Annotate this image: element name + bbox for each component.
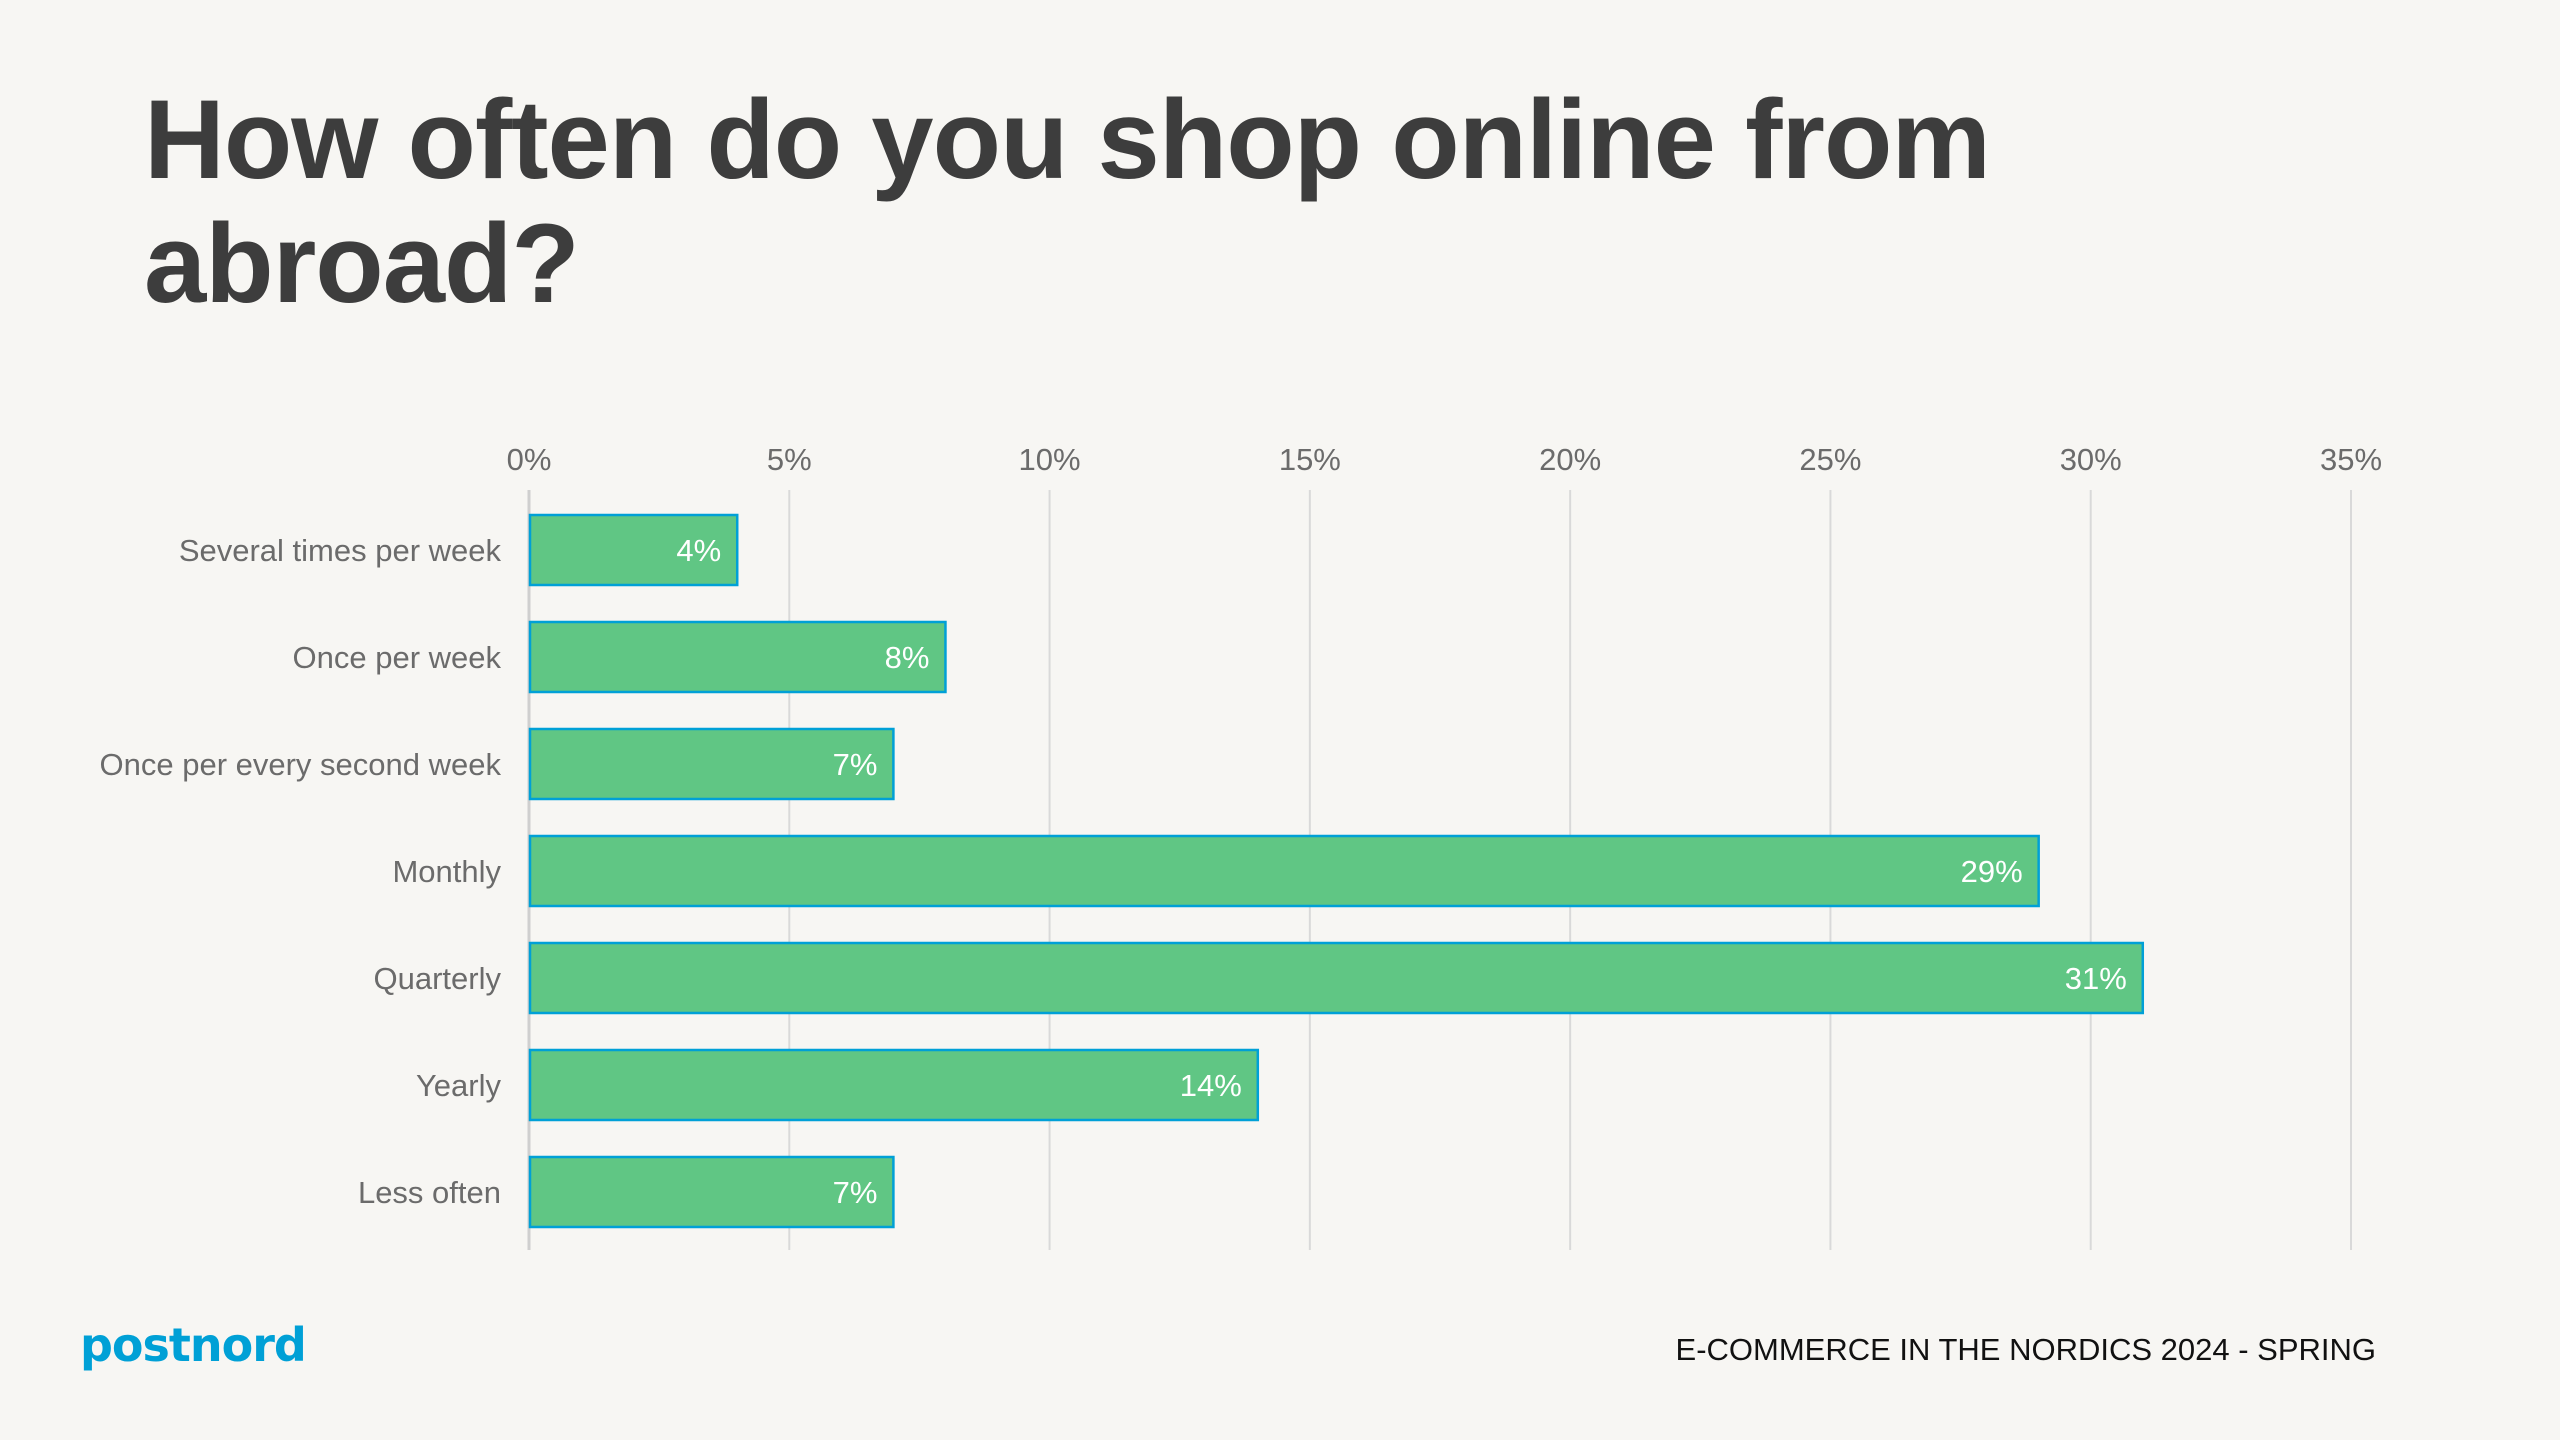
footer-text: E-COMMERCE IN THE NORDICS 2024 - SPRING: [1675, 1332, 2376, 1367]
x-tick-label: 30%: [2060, 442, 2122, 477]
bar: [528, 941, 2145, 1015]
postnord-logo: postnord: [80, 1318, 307, 1372]
data-label: 7%: [833, 747, 878, 782]
x-tick-label: 0%: [507, 442, 552, 477]
x-tick-label: 15%: [1279, 442, 1341, 477]
data-label: 29%: [1961, 854, 2023, 889]
x-tick-label: 35%: [2320, 442, 2382, 477]
category-label: Once per week: [293, 640, 502, 675]
category-label: Monthly: [392, 854, 501, 889]
data-label: 14%: [1180, 1068, 1242, 1103]
category-label: Yearly: [416, 1068, 502, 1103]
x-tick-label: 5%: [767, 442, 812, 477]
data-label: 4%: [676, 533, 721, 568]
category-label: Less often: [358, 1175, 501, 1210]
x-tick-label: 10%: [1019, 442, 1081, 477]
data-label: 8%: [885, 640, 930, 675]
bar: [528, 1048, 1260, 1122]
category-label: Once per every second week: [100, 747, 502, 782]
bar: [528, 727, 895, 801]
bar: [528, 834, 2040, 908]
data-label: 7%: [833, 1175, 878, 1210]
bar: [528, 620, 947, 694]
bar: [528, 513, 739, 587]
bar-chart: 0% 5% 10% 15% 20% 25% 30% 35% Several times per …: [100, 442, 2382, 1250]
slide-title: How often do you shop online from abroad…: [144, 77, 1991, 326]
category-label: Several times per week: [179, 533, 502, 568]
x-tick-label: 20%: [1539, 442, 1601, 477]
data-label: 31%: [2065, 961, 2127, 996]
x-tick-label: 25%: [1799, 442, 1861, 477]
bar: [528, 1155, 895, 1229]
category-label: Quarterly: [374, 961, 502, 996]
